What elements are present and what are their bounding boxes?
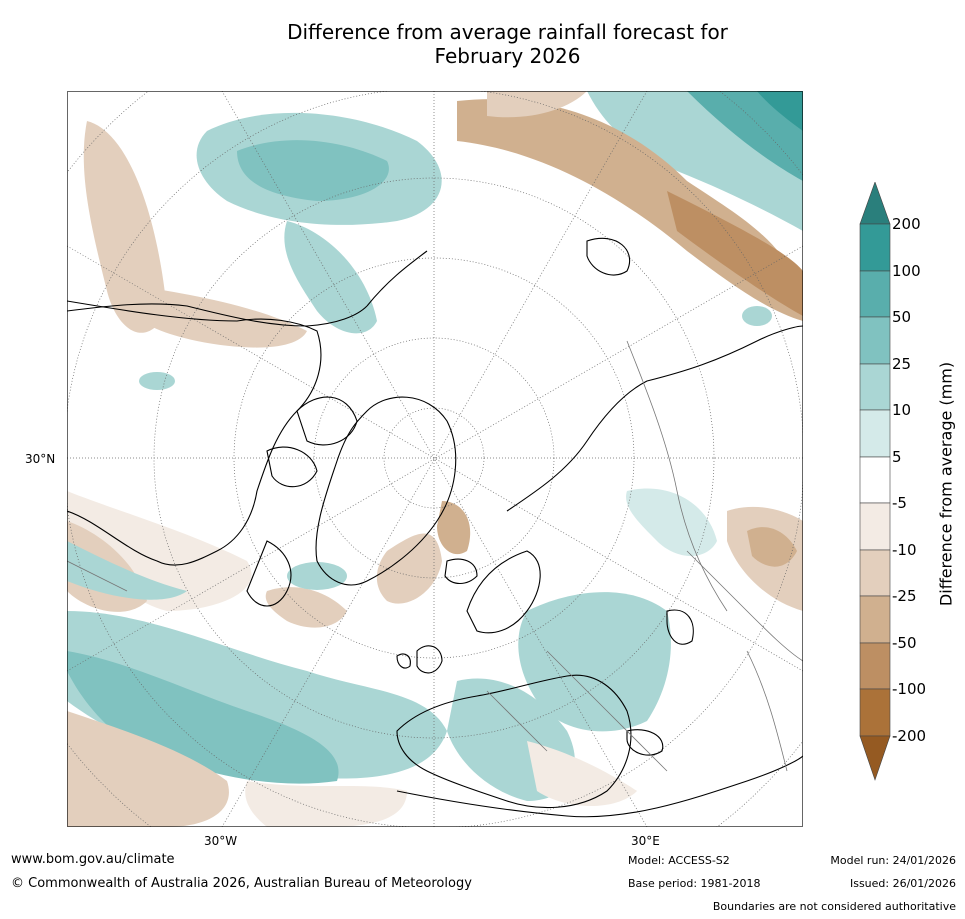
colorbar-tick: 25 [892,355,912,373]
colorbar [858,181,892,786]
colorbar-band-neg5-neg10 [859,502,891,551]
colorbar-band-neg100-neg200 [859,688,891,737]
colorbar-tick: 10 [892,401,912,419]
colorbar-extend-low [859,735,891,781]
colorbar-tick: -25 [892,587,917,605]
colorbar-tick: -200 [892,727,927,745]
colorbar-band-50-100 [859,270,891,318]
colorbar-tick: -10 [892,541,917,559]
colorbar-tick: 50 [892,308,912,326]
footer-copyright: © Commonwealth of Australia 2026, Austra… [11,876,472,891]
longitude-label-30e: 30°E [631,834,660,848]
footer-model-run: Model run: 24/01/2026 [830,854,956,867]
footer-url[interactable]: www.bom.gov.au/climate [11,852,175,867]
colorbar-tick: -5 [892,494,907,512]
colorbar-band-100-200 [859,223,891,272]
title-line-2: February 2026 [434,44,581,68]
footer-model: Model: ACCESS-S2 [628,854,730,867]
rainfall-anomaly-map [67,91,803,827]
colorbar-band-neutral [859,456,891,504]
colorbar-tick: 5 [892,448,902,466]
latitude-label-30n: 30°N [25,452,56,466]
footer-disclaimer: Boundaries are not considered authoritat… [712,900,956,913]
colorbar-band-neg25-neg50 [859,595,891,644]
map-canvas [67,91,803,827]
footer-base-period: Base period: 1981-2018 [628,877,761,890]
colorbar-title: Difference from average (mm) [936,361,956,607]
colorbar-tick: -50 [892,634,917,652]
colorbar-band-neg50-neg100 [859,642,891,690]
colorbar-tick: 200 [892,215,921,233]
boundaries [67,340,803,772]
colorbar-band-10-25 [859,363,891,411]
colorbar-extend-high [859,181,891,225]
colorbar-band-5-10 [859,409,891,458]
anomaly-fields [67,91,803,827]
colorbar-swatches [859,181,891,781]
colorbar-tick: 100 [892,262,921,280]
colorbar-band-neg10-neg25 [859,549,891,597]
colorbar-tick: -100 [892,680,927,698]
graticule [67,91,803,827]
longitude-label-30w: 30°W [204,834,238,848]
footer-issued: Issued: 26/01/2026 [849,877,956,890]
coastlines [67,237,803,818]
map-title: Difference from average rainfall forecas… [0,20,965,68]
colorbar-band-25-50 [859,316,891,365]
title-line-1: Difference from average rainfall forecas… [287,20,728,44]
